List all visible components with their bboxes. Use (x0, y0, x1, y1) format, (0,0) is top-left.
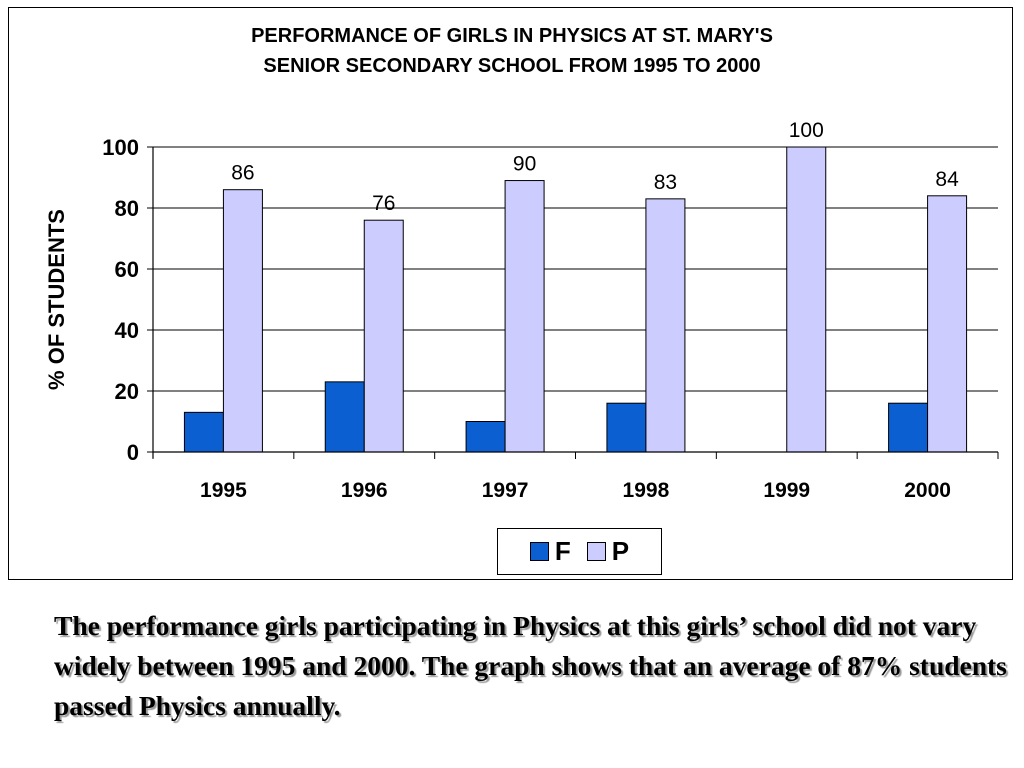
legend-item-p: P (586, 536, 630, 567)
y-axis-label: % OF STUDENTS (44, 209, 69, 390)
legend-swatch-f (529, 542, 549, 561)
chart-title-line-1: PERFORMANCE OF GIRLS IN PHYSICS AT ST. M… (251, 25, 773, 47)
bar-p (363, 219, 404, 453)
bar-f (606, 402, 647, 453)
x-tick-label: 1997 (482, 479, 529, 502)
y-tick-label: 80 (115, 196, 139, 221)
data-label: 84 (935, 168, 959, 191)
bar-p (504, 180, 545, 453)
data-label: 90 (513, 153, 536, 176)
bar-f (183, 411, 224, 453)
x-tick-label: 1996 (341, 479, 388, 502)
legend-label-f: F (554, 536, 571, 566)
plot-area (153, 147, 998, 452)
x-tick-label: 1999 (763, 479, 810, 502)
y-tick-label: 60 (115, 257, 139, 282)
bar-f (888, 402, 929, 453)
data-label: 100 (789, 119, 824, 142)
chart-legend: F P (497, 528, 662, 575)
data-label: 86 (231, 162, 254, 185)
data-label: 76 (372, 192, 395, 215)
chart-title: PERFORMANCE OF GIRLS IN PHYSICS AT ST. M… (0, 21, 1024, 81)
y-tick-label: 40 (115, 318, 139, 343)
legend-item-f: F (529, 536, 571, 567)
chart-title-line-2: SENIOR SECONDARY SCHOOL FROM 1995 TO 200… (263, 55, 761, 77)
caption-text: The performance girls participating in P… (54, 610, 1007, 721)
bar-p (786, 146, 827, 453)
x-tick-label: 2000 (904, 479, 951, 502)
y-tick-label: 100 (102, 135, 139, 160)
x-tick-label: 1995 (200, 479, 247, 502)
bar-p (645, 198, 686, 453)
y-tick-label: 20 (115, 379, 139, 404)
bar-chart: 0 20 40 60 80 100 % OF STUDENTS 1995 86 1996 76 199… (44, 119, 999, 502)
bar-p (927, 195, 968, 453)
y-tick-label: 0 (127, 440, 139, 465)
legend-label-p: P (611, 536, 630, 566)
bar-p (222, 189, 263, 453)
bar-f (324, 381, 365, 453)
data-label: 83 (654, 171, 677, 194)
bar-f (465, 421, 506, 453)
x-tick-label: 1998 (623, 479, 670, 502)
legend-swatch-p (586, 542, 606, 561)
